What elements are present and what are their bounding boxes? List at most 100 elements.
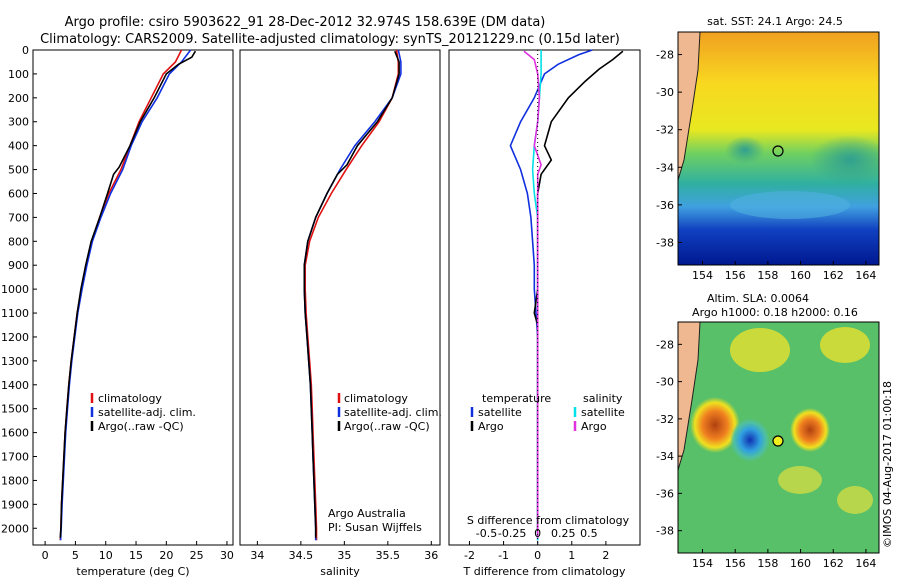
legend-header-salinity: salinity [583, 392, 623, 405]
x-tick-label: 34.5 [289, 549, 314, 562]
s-axis-label: S difference from climatology [467, 514, 630, 527]
x-tick-label: 25 [190, 549, 204, 562]
map-x-tick-label: 158 [757, 557, 778, 570]
legend-label: Argo [581, 420, 607, 433]
map-y-tick-label: -36 [656, 199, 674, 212]
sst-map [678, 32, 879, 265]
s-tick-label: -0.5 [476, 527, 497, 540]
title-line-2: Climatology: CARS2009. Satellite-adjuste… [40, 32, 620, 47]
argo-height-title: Argo h1000: 0.18 h2000: 0.16 [692, 306, 858, 319]
map-y-tick-label: -28 [656, 49, 674, 62]
series-line-argo-raw-qc- [59, 50, 197, 538]
legend-header-temperature: temperature [482, 392, 551, 405]
sst-argo-position-marker [772, 145, 784, 157]
series-line-s-argo [523, 50, 542, 538]
map-y-tick-label: -34 [656, 161, 674, 174]
y-tick-label: 200 [8, 92, 29, 105]
salinity-plot: 34 34.5 35 35.5 36 salinity climatologysatelli… [239, 49, 442, 578]
series-line-satellite-adj-clim- [303, 49, 402, 541]
y-tick-label: 1000 [1, 283, 29, 296]
series-line-argo-raw-qc- [303, 50, 400, 538]
map-y-tick-label: -30 [656, 86, 674, 99]
sst-map-axes: 154 156 158 160 162 164 -28 -30 -32 -34 -36 -38 [656, 31, 880, 282]
map-x-tick-label: 156 [725, 269, 746, 282]
x-tick-label: 30 [220, 549, 234, 562]
map-x-tick-label: 160 [790, 557, 811, 570]
y-tick-label: 1500 [1, 403, 29, 416]
x-tick-label: 1 [568, 549, 575, 562]
s-tick-label: 0 [534, 527, 541, 540]
y-tick-label: 800 [8, 235, 29, 248]
map-x-tick-label: 154 [692, 557, 713, 570]
y-tick-label: 1300 [1, 355, 29, 368]
y-tick-label: 400 [8, 140, 29, 153]
map-y-tick-label: -38 [656, 236, 674, 249]
legend-label: climatology [344, 392, 408, 405]
map-x-tick-label: 154 [692, 269, 713, 282]
difference-plot: -2 -1 0 1 2 T difference from climatology -0.5… [448, 49, 641, 578]
legend-label: satellite [478, 406, 522, 419]
x-tick-label: -1 [498, 549, 509, 562]
difference-x-axis-label: T difference from climatology [463, 565, 626, 578]
y-tick-label: 1100 [1, 307, 29, 320]
s-tick-label: 0.5 [580, 527, 598, 540]
series-line-climatology [304, 49, 400, 541]
map-y-tick-label: -38 [656, 525, 674, 538]
map-x-tick-label: 156 [725, 557, 746, 570]
map-frame [677, 31, 880, 266]
x-tick-label: 35.5 [376, 549, 401, 562]
y-tick-label: 100 [8, 68, 29, 81]
series-line-t-argo [533, 50, 624, 538]
x-tick-label: 36 [424, 549, 438, 562]
sla-map-axes: 154 156 158 160 162 164 -28 -30 -32 -34 -36 -38 [656, 321, 880, 570]
map-x-tick-label: 158 [757, 269, 778, 282]
temperature-plot: 0100200300400500600700800900100011001200… [1, 44, 234, 578]
sla-argo-position-marker [772, 435, 784, 447]
watermark: ©IMOS 04-Aug-2017 01:00:18 [881, 381, 894, 548]
credit-line-2: PI: Susan Wijffels [328, 521, 422, 534]
y-tick-label: 1900 [1, 498, 29, 511]
sst-map-title: sat. SST: 24.1 Argo: 24.5 [707, 15, 843, 28]
map-frame [677, 321, 880, 554]
credit-line-1: Argo Australia [328, 507, 406, 520]
legend-label: satellite-adj. clim. [98, 406, 196, 419]
x-tick-label: 34 [250, 549, 264, 562]
difference-frame [448, 49, 641, 546]
y-tick-label: 600 [8, 187, 29, 200]
x-tick-label: -2 [464, 549, 475, 562]
map-x-tick-label: 160 [790, 269, 811, 282]
x-tick-label: 5 [72, 549, 79, 562]
legend-label: Argo [478, 420, 504, 433]
y-tick-label: 1800 [1, 474, 29, 487]
map-y-tick-label: -34 [656, 450, 674, 463]
s-tick-label: 0.25 [551, 527, 576, 540]
map-y-tick-label: -32 [656, 124, 674, 137]
x-tick-label: 35 [337, 549, 351, 562]
temperature-frame [32, 49, 234, 546]
x-tick-label: 20 [159, 549, 173, 562]
legend-label: climatology [98, 392, 162, 405]
x-tick-label: 0 [42, 549, 49, 562]
legend-label: Argo(..raw -QC) [344, 420, 430, 433]
y-tick-label: 1200 [1, 331, 29, 344]
y-tick-label: 1400 [1, 379, 29, 392]
y-tick-label: 300 [8, 116, 29, 129]
map-y-tick-label: -36 [656, 487, 674, 500]
legend-label: satellite [581, 406, 625, 419]
salinity-x-axis-label: salinity [320, 565, 360, 578]
y-tick-label: 500 [8, 164, 29, 177]
map-x-tick-label: 164 [855, 557, 876, 570]
x-tick-label: 10 [99, 549, 113, 562]
y-tick-label: 700 [8, 211, 29, 224]
s-tick-label: -0.25 [498, 527, 526, 540]
map-y-tick-label: -28 [656, 338, 674, 351]
title-line-1: Argo profile: csiro 5903622_91 28-Dec-20… [65, 15, 546, 30]
x-tick-label: 2 [602, 549, 609, 562]
legend-label: satellite-adj. clim. [344, 406, 442, 419]
y-tick-label: 1700 [1, 451, 29, 464]
map-x-tick-label: 164 [855, 269, 876, 282]
map-x-tick-label: 162 [823, 269, 844, 282]
legend-label: Argo(..raw -QC) [98, 420, 184, 433]
y-tick-label: 1600 [1, 427, 29, 440]
